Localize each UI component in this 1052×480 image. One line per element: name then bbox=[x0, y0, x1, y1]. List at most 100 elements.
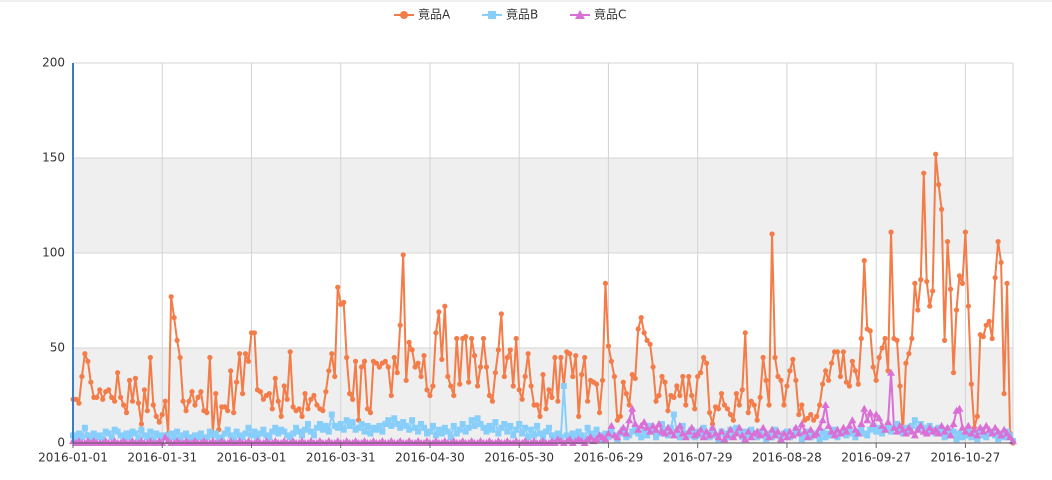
point bbox=[907, 427, 916, 435]
point bbox=[302, 426, 309, 433]
point bbox=[949, 420, 958, 427]
point bbox=[681, 433, 690, 441]
point bbox=[643, 423, 652, 431]
point bbox=[818, 416, 827, 424]
point bbox=[81, 424, 88, 431]
point bbox=[748, 426, 755, 433]
point bbox=[901, 429, 910, 437]
point bbox=[480, 424, 487, 431]
point bbox=[376, 364, 382, 370]
point bbox=[242, 430, 249, 437]
point bbox=[628, 404, 637, 412]
legend-item[interactable]: 竟品B bbox=[482, 8, 538, 22]
point bbox=[614, 417, 620, 423]
point bbox=[534, 402, 540, 408]
point bbox=[296, 406, 302, 412]
point bbox=[680, 373, 686, 380]
point bbox=[676, 434, 683, 441]
point bbox=[281, 383, 287, 389]
point bbox=[352, 358, 359, 364]
point bbox=[108, 434, 115, 441]
point bbox=[964, 421, 973, 429]
point bbox=[678, 429, 687, 437]
point bbox=[879, 345, 885, 351]
point bbox=[242, 351, 249, 357]
point bbox=[744, 427, 753, 435]
point bbox=[90, 430, 97, 437]
point bbox=[781, 402, 787, 408]
point bbox=[699, 433, 708, 441]
point bbox=[528, 383, 534, 389]
point bbox=[358, 421, 365, 427]
point bbox=[669, 431, 678, 439]
point bbox=[426, 428, 433, 435]
point bbox=[570, 373, 576, 380]
legend-item[interactable]: 竟品A bbox=[394, 8, 451, 22]
point bbox=[608, 358, 615, 364]
point bbox=[519, 430, 526, 437]
point bbox=[341, 299, 347, 305]
point bbox=[278, 413, 284, 419]
point bbox=[144, 408, 150, 414]
point bbox=[971, 430, 978, 437]
point bbox=[817, 402, 823, 408]
point bbox=[325, 428, 332, 435]
point bbox=[231, 410, 237, 416]
point bbox=[619, 423, 628, 431]
point bbox=[851, 425, 860, 433]
point bbox=[269, 428, 276, 435]
x-tick-label: 2016-06-29 bbox=[574, 451, 644, 465]
point bbox=[290, 430, 297, 437]
point bbox=[940, 427, 949, 435]
point bbox=[601, 435, 610, 443]
point bbox=[908, 422, 915, 429]
point bbox=[471, 353, 478, 359]
point bbox=[803, 433, 812, 441]
point bbox=[906, 351, 912, 357]
point bbox=[522, 424, 529, 431]
point bbox=[663, 423, 672, 431]
point bbox=[782, 433, 791, 441]
point bbox=[683, 402, 689, 408]
point bbox=[73, 396, 79, 402]
point bbox=[858, 424, 865, 431]
point bbox=[105, 430, 112, 437]
point bbox=[916, 421, 925, 429]
point bbox=[120, 402, 127, 408]
point bbox=[272, 375, 278, 381]
point bbox=[933, 151, 939, 157]
point bbox=[593, 381, 600, 387]
point bbox=[545, 424, 552, 431]
point bbox=[796, 411, 802, 418]
point bbox=[672, 425, 681, 433]
point bbox=[831, 426, 838, 433]
point bbox=[174, 428, 181, 435]
point bbox=[736, 402, 742, 408]
point bbox=[649, 421, 658, 429]
point bbox=[983, 322, 989, 328]
point bbox=[555, 398, 561, 404]
point bbox=[754, 417, 760, 423]
point bbox=[824, 421, 833, 429]
point bbox=[412, 364, 418, 370]
point bbox=[275, 430, 282, 437]
point bbox=[790, 356, 796, 362]
point bbox=[765, 433, 774, 441]
point bbox=[821, 401, 830, 408]
point bbox=[183, 408, 189, 414]
point bbox=[705, 431, 714, 439]
legend-item[interactable]: 竟品C bbox=[570, 8, 626, 22]
point bbox=[350, 396, 356, 402]
point bbox=[156, 419, 162, 425]
point bbox=[840, 349, 847, 355]
point bbox=[962, 432, 969, 439]
point bbox=[605, 343, 612, 349]
point bbox=[334, 424, 341, 431]
point bbox=[837, 373, 844, 380]
point bbox=[799, 402, 805, 408]
point bbox=[973, 431, 982, 439]
point bbox=[852, 368, 858, 374]
point bbox=[995, 436, 1002, 443]
point bbox=[921, 170, 927, 176]
point bbox=[745, 432, 752, 439]
